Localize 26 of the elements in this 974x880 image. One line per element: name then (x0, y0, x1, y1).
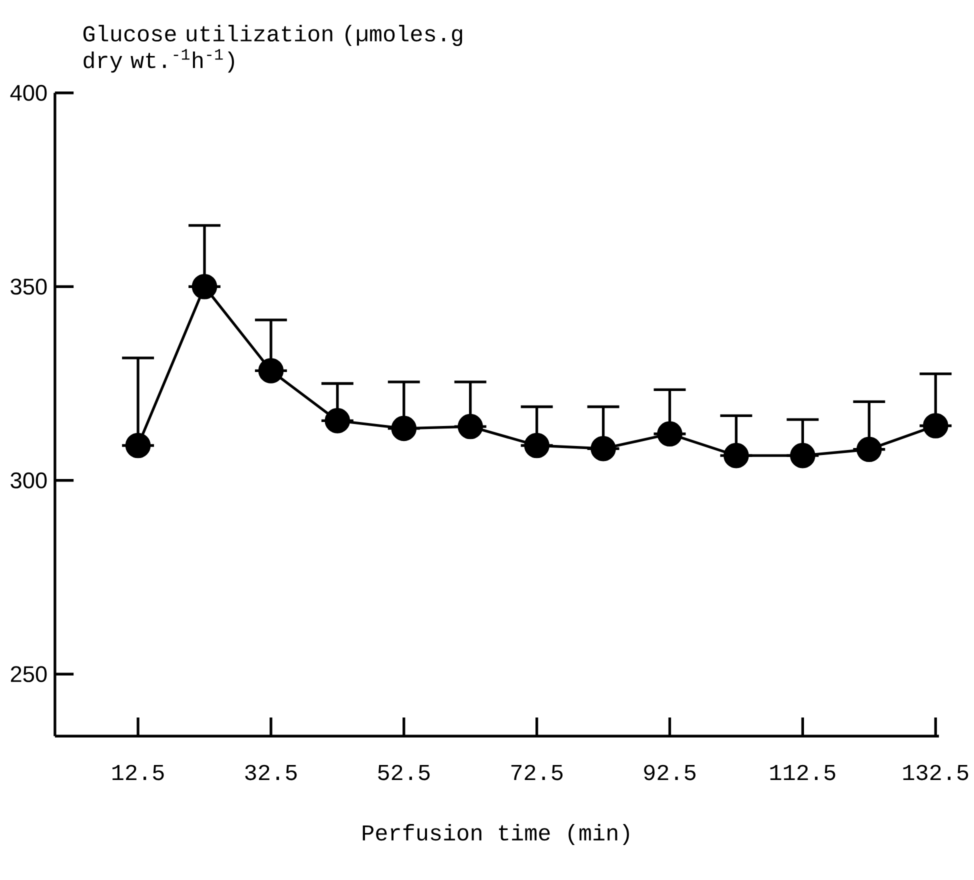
x-tick-label: 52.5 (378, 764, 430, 780)
point (657, 421, 682, 447)
point (324, 408, 350, 434)
y-tick-label: 250 (10, 666, 47, 682)
y-tick-label: 350 (10, 278, 47, 295)
point (724, 442, 749, 468)
point (922, 413, 948, 438)
x-axis-title: Perfusion time (min) (362, 824, 629, 846)
point (524, 432, 550, 458)
point (125, 432, 151, 458)
y-axis-title: Glucose utilization (µmoles.g dry wt.$^{-1}$h$^{-1}$) (83, 24, 462, 73)
point (856, 436, 882, 462)
x-tick-label: 92.5 (644, 764, 696, 780)
y-tick-label: 400 (10, 84, 47, 101)
x-tick-label: 112.5 (770, 764, 836, 780)
x-tick-label: 12.5 (112, 764, 164, 780)
x-tick-label: 32.5 (245, 764, 297, 780)
point (458, 414, 484, 440)
point (391, 416, 417, 442)
point (790, 442, 816, 468)
point (590, 436, 616, 462)
point (258, 358, 284, 384)
point (192, 274, 218, 300)
y-tick-label: 300 (10, 472, 47, 488)
x-tick-label: 72.5 (511, 764, 563, 780)
x-tick-label: 132.5 (903, 764, 968, 780)
